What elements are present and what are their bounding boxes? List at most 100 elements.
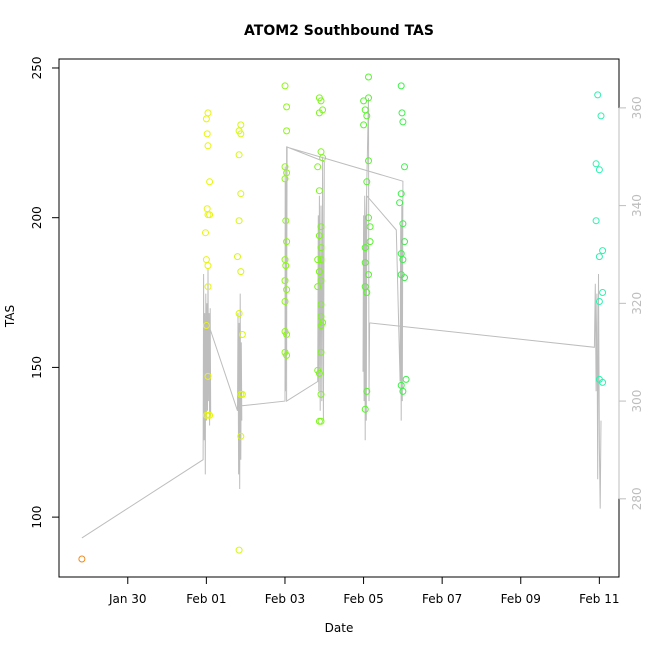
data-point — [401, 163, 408, 171]
data-point — [281, 175, 289, 183]
data-point — [363, 112, 371, 120]
data-point — [360, 97, 368, 105]
data-point — [202, 256, 210, 264]
x-axis-title: Date — [325, 621, 354, 635]
data-point — [315, 369, 323, 377]
data-point — [315, 187, 323, 195]
x-tick-label: Feb 07 — [422, 592, 462, 606]
data-point — [361, 259, 369, 267]
data-point — [599, 378, 607, 386]
data-point — [204, 109, 212, 117]
data-point — [401, 274, 408, 282]
data-point — [283, 351, 291, 359]
y-right-tick-label: 340 — [630, 194, 644, 217]
data-point — [396, 199, 404, 207]
data-point — [317, 244, 325, 252]
data-point — [597, 112, 605, 120]
data-point — [237, 121, 245, 129]
data-point — [317, 223, 325, 231]
data-point — [237, 432, 245, 440]
y-left-tick-label: 150 — [30, 356, 44, 379]
data-point — [314, 256, 322, 264]
data-point — [206, 211, 214, 219]
data-point — [595, 166, 603, 174]
data-point — [365, 214, 372, 222]
x-tick-label: Feb 09 — [501, 592, 541, 606]
data-point — [319, 154, 327, 162]
data-point — [314, 283, 322, 291]
y-axis-right: 280 300 320 340 360 — [618, 96, 644, 510]
data-point — [365, 271, 372, 279]
y-axis-left: 100 150 200 250 — [30, 57, 60, 529]
data-point — [283, 286, 291, 294]
data-point — [283, 331, 291, 338]
data-point — [317, 301, 325, 308]
data-point — [238, 331, 246, 338]
data-point — [283, 238, 291, 246]
data-point — [234, 253, 241, 261]
data-point — [365, 94, 372, 102]
data-point — [361, 405, 369, 413]
data-point — [599, 247, 607, 255]
tas-point-series — [78, 73, 607, 563]
data-point — [281, 298, 289, 305]
data-point — [235, 310, 243, 317]
tas-line — [81, 98, 602, 539]
data-point — [361, 106, 369, 114]
data-point — [237, 130, 245, 138]
x-tick-label: Feb 05 — [343, 592, 383, 606]
y-axis-title: TAS — [3, 305, 17, 328]
data-point — [401, 238, 408, 246]
x-tick-label: Feb 01 — [186, 592, 226, 606]
y-left-tick-label: 100 — [30, 506, 44, 529]
x-tick-label: Jan 30 — [108, 592, 147, 606]
data-point — [317, 348, 325, 356]
data-point — [397, 82, 405, 90]
plot-frame — [58, 58, 620, 578]
data-point — [592, 217, 600, 225]
data-point — [206, 411, 214, 419]
data-point — [281, 82, 289, 90]
y-left-tick-label: 250 — [30, 57, 44, 80]
data-point — [399, 118, 407, 126]
data-point — [595, 298, 603, 305]
data-point — [363, 178, 371, 186]
data-point — [206, 178, 214, 186]
data-point — [235, 151, 243, 159]
data-point — [204, 262, 212, 270]
data-point — [204, 372, 212, 380]
data-point — [283, 127, 291, 135]
data-point — [282, 217, 290, 225]
data-point — [202, 322, 210, 329]
data-point — [365, 73, 372, 81]
y-right-tick-label: 280 — [630, 487, 644, 510]
data-point — [282, 262, 290, 270]
data-point — [283, 103, 291, 111]
y-right-tick-label: 320 — [630, 292, 644, 315]
data-point — [366, 223, 374, 231]
data-point — [314, 163, 322, 171]
data-point — [594, 91, 602, 99]
chart-title: ATOM2 Southbound TAS — [244, 23, 434, 39]
data-point — [238, 390, 246, 398]
x-axis: Jan 30 Feb 01 Feb 03 Feb 05 Feb 07 Feb 09 Feb … — [108, 576, 620, 606]
data-point — [363, 387, 371, 395]
tas-line-series — [81, 98, 602, 539]
data-point — [315, 109, 323, 117]
data-point — [317, 277, 325, 285]
data-point — [592, 160, 600, 168]
y-right-tick-label: 360 — [630, 96, 644, 119]
data-point — [315, 268, 323, 276]
data-point — [78, 555, 86, 563]
data-point — [317, 97, 325, 105]
data-point — [317, 417, 325, 425]
data-point — [402, 375, 410, 383]
y-right-tick-label: 300 — [630, 390, 644, 413]
x-tick-label: Feb 11 — [579, 592, 619, 606]
data-point — [399, 387, 407, 395]
data-point — [317, 256, 325, 264]
data-point — [365, 157, 372, 165]
data-point — [202, 115, 210, 123]
data-point — [397, 190, 405, 198]
data-point — [366, 238, 374, 246]
